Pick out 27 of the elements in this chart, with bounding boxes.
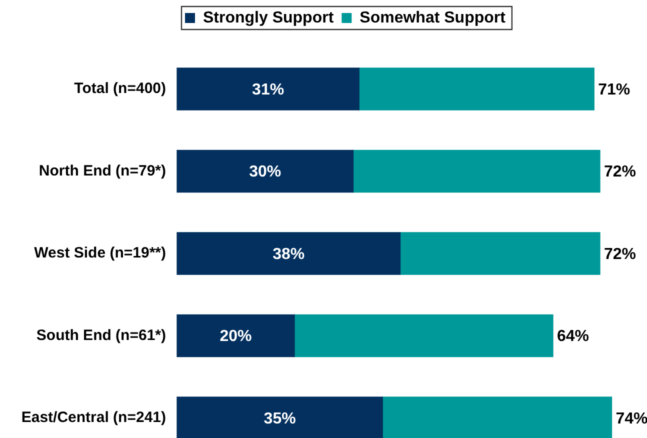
bar [176,314,295,358]
bar [176,232,401,275]
total-label: 74% [616,410,647,428]
bar [294,314,554,358]
y-tick-label: South End (n=61*) [36,326,166,344]
y-tick-label: Total (n=400) [74,80,166,98]
bar [176,396,383,438]
legend-label: Strongly Support [203,9,334,26]
y-tick-label: North End (n=79*) [38,162,166,180]
data-label: 38% [272,246,305,263]
data-label: 20% [220,328,252,346]
total-label: 71% [598,81,630,98]
data-label: 30% [249,164,282,181]
total-label: 64% [557,328,590,346]
data-label: 35% [264,410,296,428]
total-label: 72% [604,246,636,263]
bar [352,150,600,193]
bar [358,68,594,110]
y-tick-label: East/Central (n=241) [21,409,166,426]
bar [382,396,612,438]
bar [176,150,354,193]
legend-label: Somewhat Support [360,9,506,26]
data-label: 31% [252,81,284,98]
total-label: 72% [604,164,636,181]
y-tick-label: West Side (n=19**) [34,244,166,262]
bar [176,68,360,110]
bar [400,232,600,275]
